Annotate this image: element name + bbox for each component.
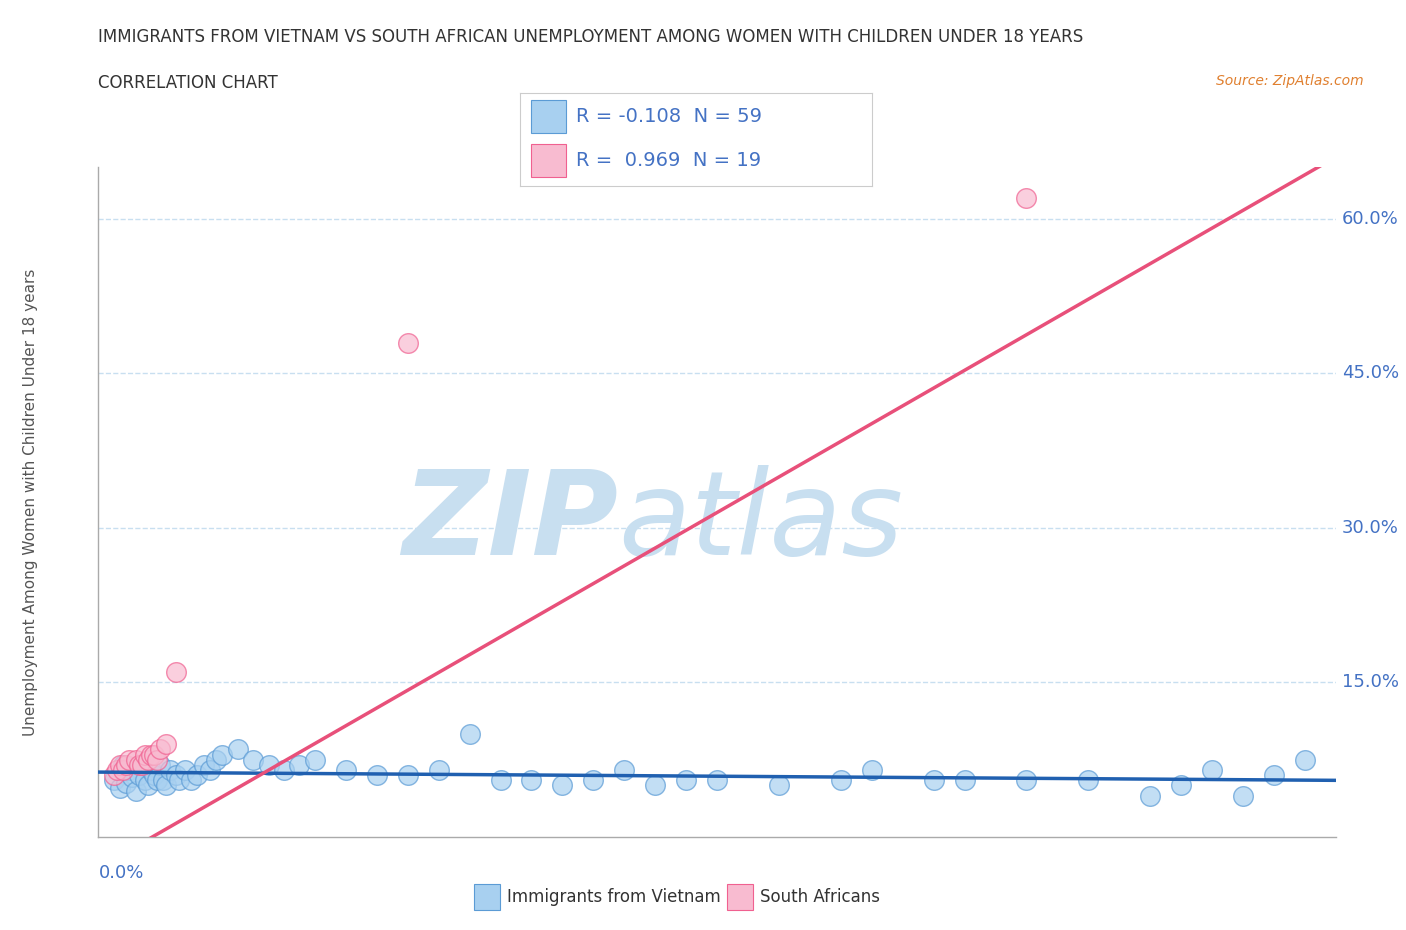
Text: ZIP: ZIP (402, 465, 619, 579)
Point (1015, 191, 1038, 206)
Text: R =  0.969  N = 19: R = 0.969 N = 19 (576, 151, 762, 170)
Point (149, 757, 172, 772)
Point (146, 752, 169, 767)
Point (152, 773, 174, 788)
Point (118, 763, 141, 777)
Point (830, 773, 852, 788)
Text: South Africans: South Africans (761, 888, 880, 907)
Text: Immigrants from Vietnam: Immigrants from Vietnam (508, 888, 721, 907)
Point (143, 747, 166, 762)
Point (520, 773, 543, 788)
Point (146, 773, 169, 788)
Point (118, 752, 141, 767)
Point (1263, 768, 1285, 783)
Point (1139, 789, 1161, 804)
Text: Source: ZipAtlas.com: Source: ZipAtlas.com (1216, 74, 1364, 88)
Point (273, 763, 295, 777)
Point (644, 778, 666, 793)
Point (134, 747, 156, 762)
Point (257, 757, 280, 772)
Point (186, 768, 208, 783)
Point (706, 773, 728, 788)
Point (139, 763, 162, 777)
Point (613, 763, 636, 777)
Point (1201, 763, 1223, 777)
Text: IMMIGRANTS FROM VIETNAM VS SOUTH AFRICAN UNEMPLOYMENT AMONG WOMEN WITH CHILDREN : IMMIGRANTS FROM VIETNAM VS SOUTH AFRICAN… (98, 28, 1084, 46)
Point (124, 783, 146, 798)
Point (159, 763, 181, 777)
Point (155, 737, 177, 751)
Point (953, 773, 976, 788)
Point (1015, 773, 1038, 788)
Point (366, 768, 388, 783)
Point (768, 778, 790, 793)
Point (1077, 773, 1099, 788)
Bar (531, 144, 565, 177)
Point (143, 768, 166, 783)
Text: 30.0%: 30.0% (1341, 519, 1399, 537)
Point (131, 757, 153, 772)
Point (103, 768, 125, 783)
Point (1170, 778, 1192, 793)
Text: 0.0%: 0.0% (98, 864, 143, 882)
Point (131, 757, 153, 772)
Point (136, 752, 159, 767)
Point (139, 747, 162, 762)
Point (304, 752, 326, 767)
Point (103, 773, 125, 788)
Bar (474, 884, 501, 910)
Point (396, 768, 419, 783)
Point (242, 752, 264, 767)
Point (149, 742, 172, 757)
Point (211, 747, 233, 762)
Point (922, 773, 945, 788)
Point (134, 773, 156, 788)
Point (1232, 789, 1254, 804)
Point (128, 768, 150, 783)
Point (288, 757, 311, 772)
Point (115, 776, 138, 790)
Point (108, 757, 131, 772)
Point (226, 742, 249, 757)
Point (396, 335, 419, 350)
Point (115, 757, 138, 772)
Point (205, 752, 228, 767)
Point (335, 763, 357, 777)
Point (193, 757, 215, 772)
Point (1294, 752, 1316, 767)
Point (108, 780, 131, 795)
Text: 15.0%: 15.0% (1341, 673, 1399, 692)
Point (489, 773, 512, 788)
Point (167, 773, 190, 788)
Text: 60.0%: 60.0% (1341, 210, 1399, 228)
Point (165, 768, 187, 783)
Point (105, 763, 128, 777)
Point (551, 778, 574, 793)
Point (112, 763, 135, 777)
Point (155, 778, 177, 793)
Point (136, 778, 159, 793)
Point (112, 757, 135, 772)
Text: atlas: atlas (619, 465, 903, 579)
Point (174, 763, 197, 777)
Point (124, 752, 146, 767)
Point (675, 773, 697, 788)
Point (165, 665, 187, 680)
Point (458, 726, 481, 741)
Bar (727, 884, 754, 910)
Text: Unemployment Among Women with Children Under 18 years: Unemployment Among Women with Children U… (22, 269, 38, 736)
Point (582, 773, 605, 788)
Point (180, 773, 202, 788)
Text: 45.0%: 45.0% (1341, 365, 1399, 382)
Text: CORRELATION CHART: CORRELATION CHART (98, 74, 278, 92)
Point (860, 763, 883, 777)
Bar (531, 100, 565, 133)
Point (128, 757, 150, 772)
Point (121, 770, 143, 785)
Point (198, 763, 221, 777)
Text: R = -0.108  N = 59: R = -0.108 N = 59 (576, 107, 762, 126)
Point (427, 763, 450, 777)
